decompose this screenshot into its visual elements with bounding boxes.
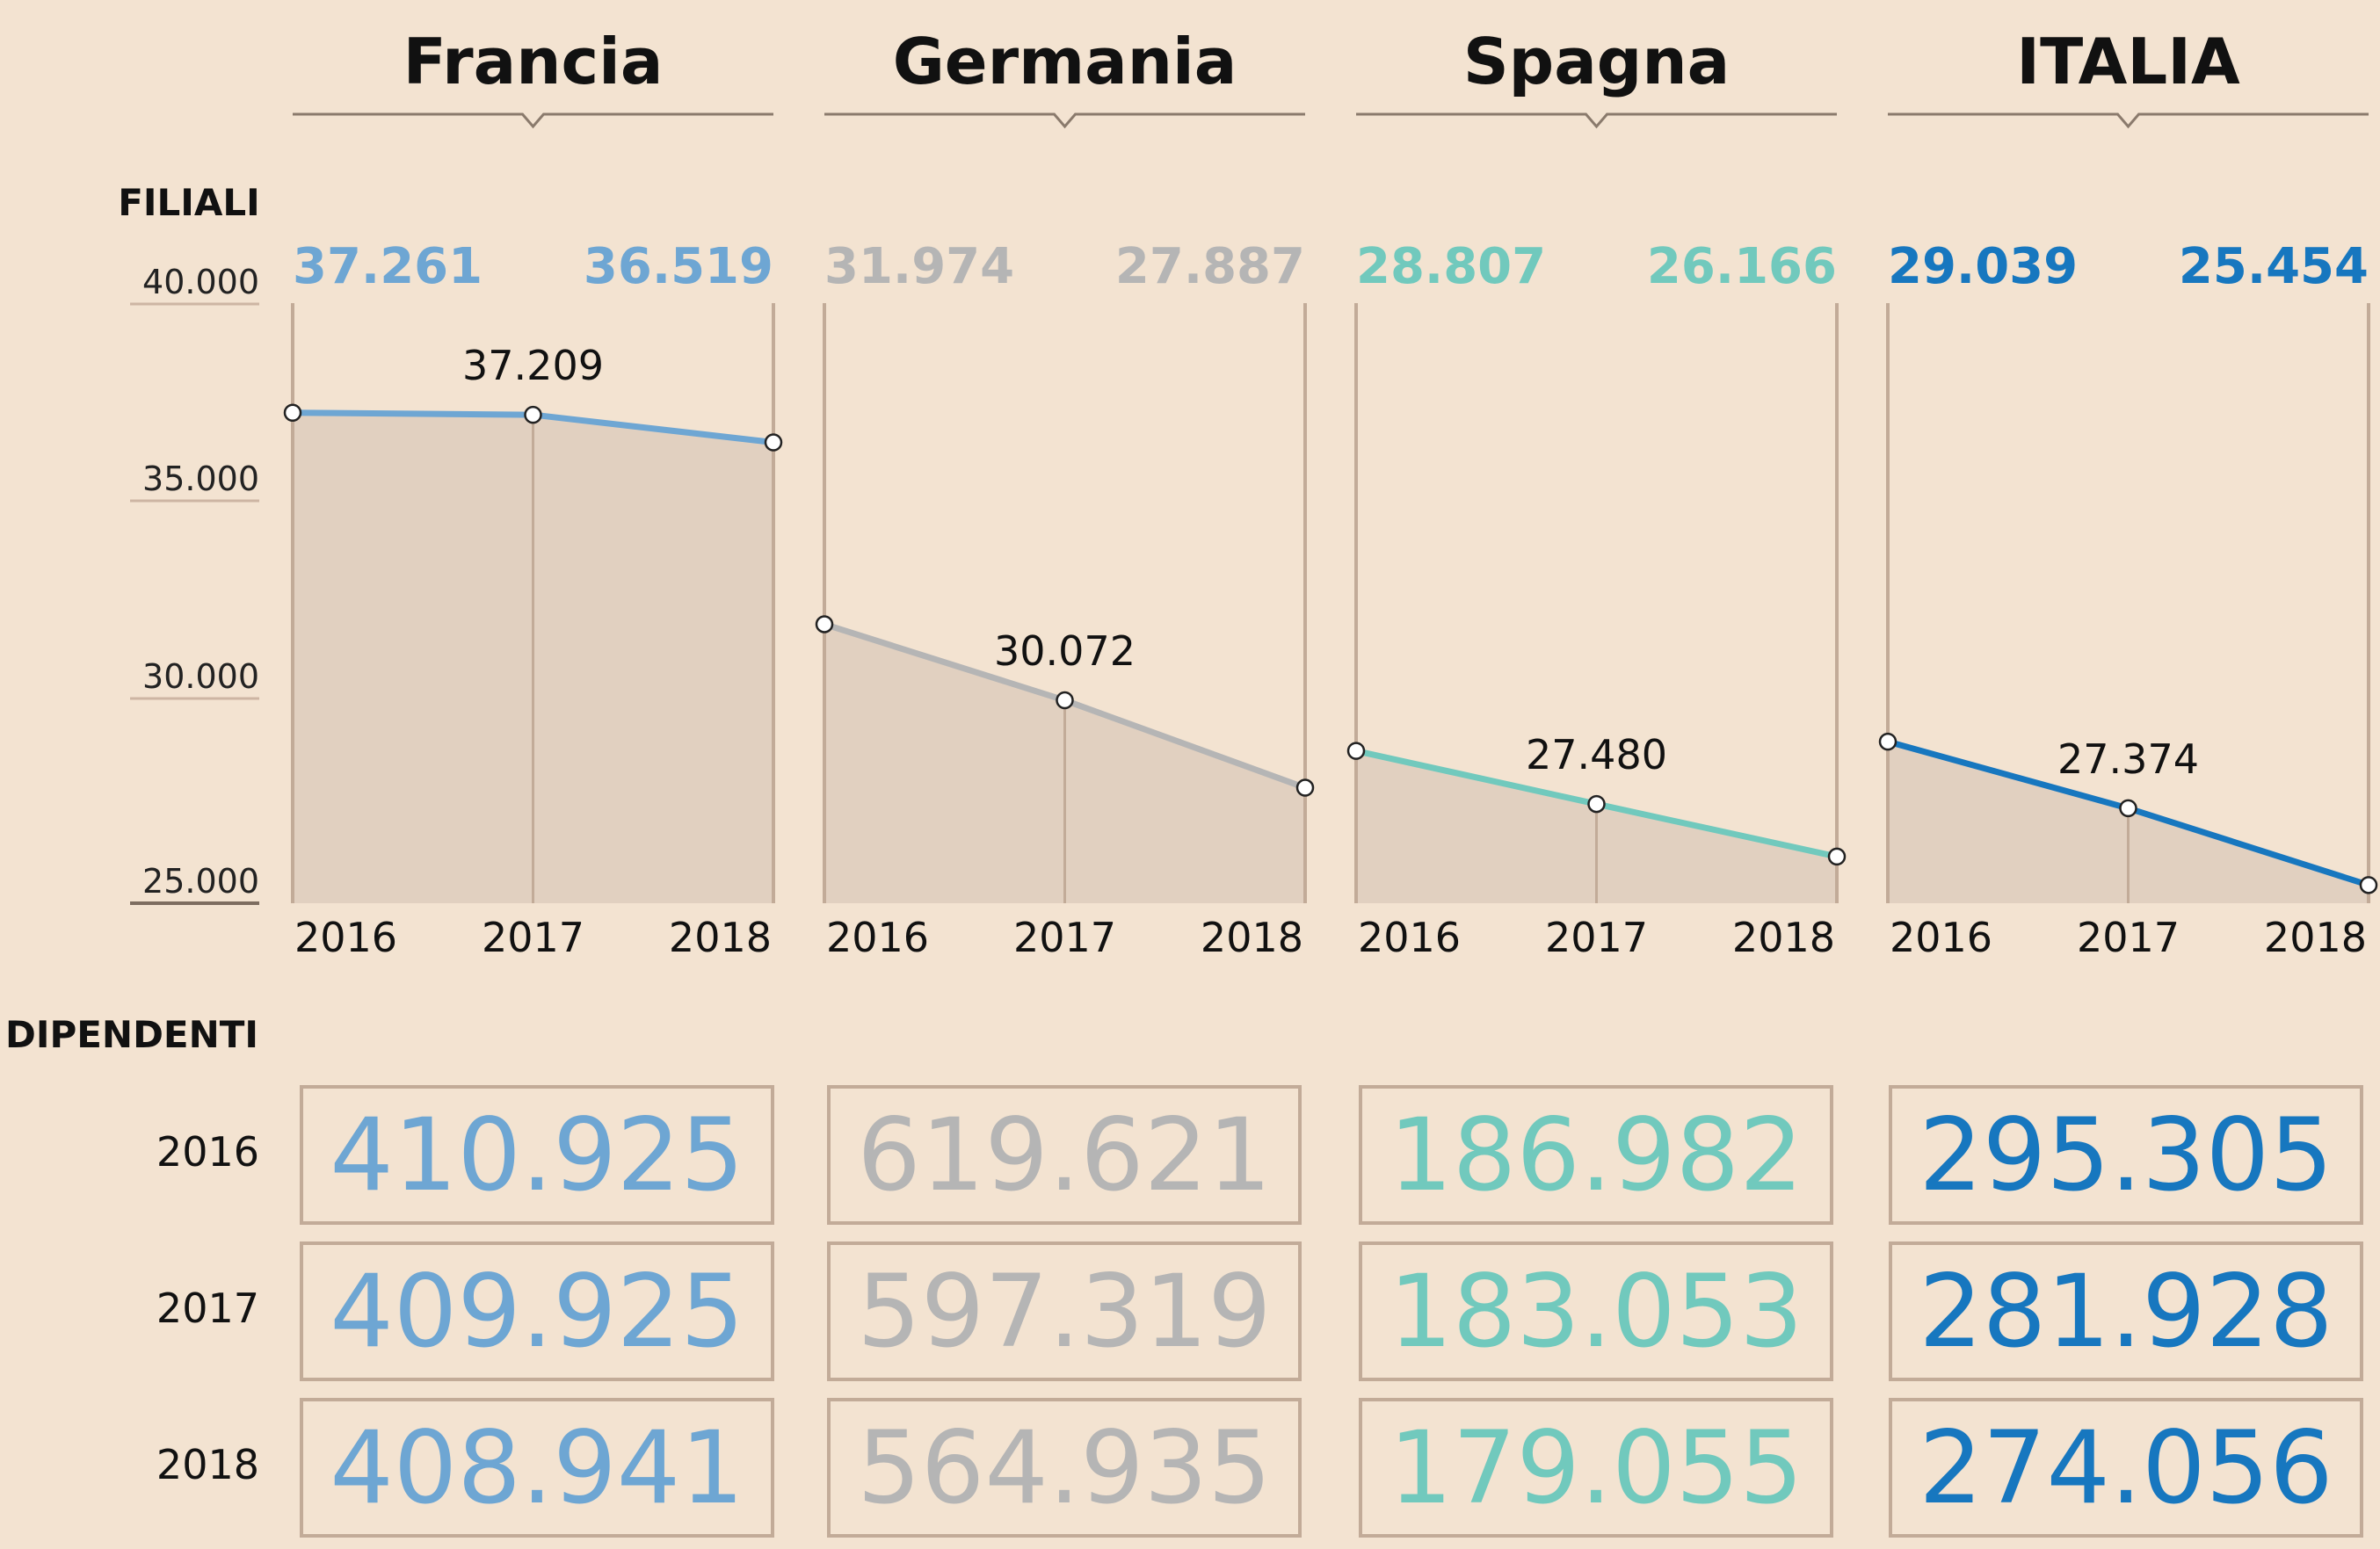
employees-box bbox=[1359, 1241, 1833, 1381]
data-point-2017 bbox=[2119, 799, 2137, 818]
employees-box bbox=[827, 1241, 1302, 1381]
employees-box bbox=[300, 1241, 774, 1381]
panel-title: Spagna bbox=[1463, 25, 1730, 98]
employees-box bbox=[300, 1398, 774, 1538]
panel-francia: Francia 37.261 36.519 37.209 2016 2017 2018 410… bbox=[283, 25, 783, 1538]
x-tick-label: 2017 bbox=[482, 914, 584, 961]
x-tick-label: 2017 bbox=[1545, 914, 1648, 961]
x-tick-label: 2016 bbox=[1890, 914, 1992, 961]
title-underline bbox=[824, 112, 1305, 129]
value-label-2017: 37.209 bbox=[462, 342, 604, 389]
panel-title: Germania bbox=[893, 25, 1237, 98]
panel-title: Francia bbox=[403, 25, 664, 98]
employees-value-2018: 408.941 bbox=[330, 1409, 744, 1526]
value-label-2016: 31.974 bbox=[824, 238, 1014, 295]
employees-box bbox=[1359, 1085, 1833, 1225]
panel-germania: Germania 31.974 27.887 30.072 2016 2017 2018 61… bbox=[815, 25, 1315, 1538]
employees-box bbox=[300, 1085, 774, 1225]
employees-year-label: 2017 bbox=[156, 1285, 259, 1332]
employees-value-2018: 179.055 bbox=[1389, 1409, 1803, 1526]
employees-value-2017: 597.319 bbox=[857, 1253, 1271, 1370]
y-tick-label: 30.000 bbox=[142, 657, 259, 696]
employees-box bbox=[1889, 1085, 2363, 1225]
x-tick-label: 2018 bbox=[2264, 914, 2367, 961]
data-point-2018 bbox=[764, 433, 783, 452]
value-label-2018: 26.166 bbox=[1647, 238, 1837, 295]
y-tick-label: 25.000 bbox=[142, 862, 259, 901]
employees-year-label: 2016 bbox=[156, 1128, 259, 1176]
employees-box bbox=[827, 1085, 1302, 1225]
value-label-2017: 27.374 bbox=[2057, 735, 2199, 783]
panel-spagna: Spagna 28.807 26.166 27.480 2016 2017 2018 186.… bbox=[1346, 25, 1847, 1538]
data-point-2018 bbox=[1295, 778, 1315, 797]
data-point-2016 bbox=[283, 403, 302, 422]
y-tick-label: 40.000 bbox=[142, 263, 259, 301]
x-tick-label: 2018 bbox=[1201, 914, 1303, 961]
value-label-2017: 30.072 bbox=[994, 627, 1136, 675]
data-point-2017 bbox=[524, 405, 542, 424]
employees-value-2016: 410.925 bbox=[330, 1097, 744, 1213]
employees-value-2018: 274.056 bbox=[1919, 1409, 2333, 1526]
value-label-2016: 37.261 bbox=[293, 238, 483, 295]
x-tick-label: 2016 bbox=[294, 914, 397, 961]
employees-box bbox=[827, 1398, 1302, 1538]
data-point-2016 bbox=[1346, 742, 1366, 760]
data-point-2016 bbox=[815, 615, 834, 633]
y-tick-label: 35.000 bbox=[142, 460, 259, 498]
employees-value-2016: 619.621 bbox=[857, 1097, 1271, 1213]
employees-value-2016: 295.305 bbox=[1919, 1097, 2333, 1213]
title-underline bbox=[1888, 112, 2369, 129]
data-point-2018 bbox=[1827, 847, 1847, 866]
x-tick-label: 2016 bbox=[1358, 914, 1461, 961]
x-tick-label: 2018 bbox=[669, 914, 772, 961]
x-tick-label: 2016 bbox=[826, 914, 929, 961]
value-label-2016: 28.807 bbox=[1356, 238, 1546, 295]
x-tick-label: 2018 bbox=[1732, 914, 1835, 961]
dipendenti-label: DIPENDENTI bbox=[5, 1013, 258, 1056]
data-point-2018 bbox=[2359, 876, 2378, 894]
title-underline bbox=[1356, 112, 1837, 129]
value-label-2017: 27.480 bbox=[1526, 731, 1667, 778]
employees-value-2017: 183.053 bbox=[1389, 1253, 1803, 1370]
value-label-2018: 25.454 bbox=[2179, 238, 2369, 295]
employees-box bbox=[1889, 1398, 2363, 1538]
panel-italia: ITALIA 29.039 25.454 27.374 2016 2017 2018 295.… bbox=[1878, 25, 2378, 1538]
panel-title: ITALIA bbox=[2016, 25, 2240, 98]
employees-box bbox=[1889, 1241, 2363, 1381]
data-point-2017 bbox=[1587, 794, 1606, 814]
x-tick-label: 2017 bbox=[1013, 914, 1116, 961]
employees-year-label: 2018 bbox=[156, 1441, 259, 1488]
employees-value-2018: 564.935 bbox=[857, 1409, 1271, 1526]
employees-value-2017: 409.925 bbox=[330, 1253, 744, 1370]
employees-value-2017: 281.928 bbox=[1919, 1253, 2333, 1370]
filiali-label: FILIALI bbox=[118, 181, 260, 224]
data-point-2017 bbox=[1056, 691, 1074, 710]
title-underline bbox=[293, 112, 773, 129]
employees-value-2016: 186.982 bbox=[1389, 1097, 1803, 1213]
value-label-2016: 29.039 bbox=[1888, 238, 2078, 295]
value-label-2018: 27.887 bbox=[1115, 238, 1305, 295]
x-tick-label: 2017 bbox=[2077, 914, 2180, 961]
value-label-2018: 36.519 bbox=[584, 238, 773, 295]
data-point-2016 bbox=[1878, 732, 1897, 751]
employees-box bbox=[1359, 1398, 1833, 1538]
